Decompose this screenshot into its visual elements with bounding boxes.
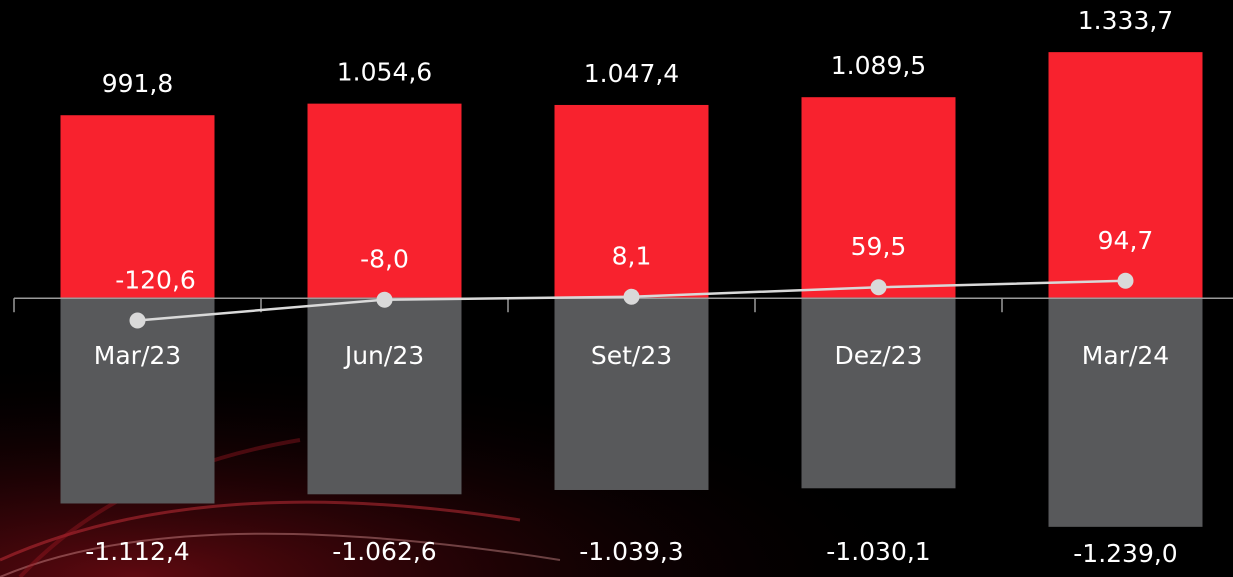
x-tick-label: Mar/23 [94, 341, 181, 370]
value-label: -1.039,3 [579, 537, 683, 566]
line-point [1117, 272, 1134, 289]
bar [554, 104, 709, 299]
bar [801, 298, 956, 489]
bar [307, 298, 462, 495]
value-label: -1.112,4 [85, 537, 189, 566]
value-label: 1.047,4 [584, 59, 679, 88]
value-label: 1.089,5 [831, 51, 926, 80]
bar [60, 298, 215, 504]
value-label: -1.239,0 [1073, 539, 1177, 568]
value-label: 991,8 [102, 69, 174, 98]
bar [1048, 298, 1203, 527]
value-label: -1.030,1 [826, 537, 930, 566]
x-tick-label: Jun/23 [343, 341, 424, 370]
line-point [129, 312, 146, 329]
value-label: 1.333,7 [1078, 6, 1173, 35]
value-label: 1.054,6 [337, 58, 432, 87]
value-label: -8,0 [360, 245, 409, 274]
bar [1048, 52, 1203, 299]
value-label: 94,7 [1098, 226, 1154, 255]
value-label: -1.062,6 [332, 537, 436, 566]
value-label: 8,1 [612, 242, 652, 271]
bar [801, 97, 956, 299]
value-label: -120,6 [115, 265, 196, 294]
x-tick-label: Dez/23 [835, 341, 923, 370]
light-streak [0, 500, 521, 562]
line-point [870, 279, 887, 296]
line-point [623, 288, 640, 305]
bar [307, 103, 462, 299]
bar [60, 115, 215, 299]
line-point [376, 291, 393, 308]
light-streak [0, 532, 561, 577]
x-tick-label: Set/23 [591, 341, 672, 370]
x-tick-label: Mar/24 [1082, 341, 1169, 370]
value-label: 59,5 [851, 232, 907, 261]
bar [554, 298, 709, 490]
